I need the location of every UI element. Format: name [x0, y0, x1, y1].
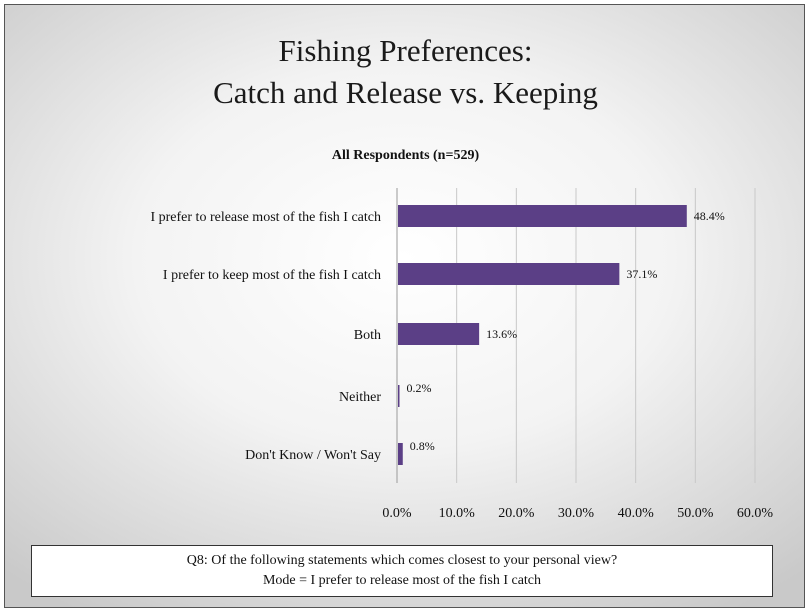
- slide: Fishing Preferences: Catch and Release v…: [4, 4, 805, 608]
- x-tick-label: 50.0%: [677, 506, 714, 521]
- data-label: 0.8%: [410, 439, 435, 453]
- data-label: 13.6%: [486, 327, 517, 341]
- mode-text: Mode = I prefer to release most of the f…: [262, 573, 542, 588]
- category-label: Both: [354, 328, 381, 343]
- x-tick-label: 30.0%: [558, 506, 595, 521]
- chart-title: Fishing Preferences:: [278, 33, 533, 68]
- data-label: 37.1%: [626, 267, 657, 281]
- bar: [398, 443, 403, 465]
- x-tick-label: 20.0%: [498, 506, 535, 521]
- x-tick-label: 40.0%: [618, 506, 655, 521]
- question-note: Q8: Of the following statements which co…: [31, 545, 773, 597]
- bar: [398, 205, 687, 227]
- x-tick-label: 60.0%: [737, 506, 774, 521]
- bar: [398, 323, 480, 345]
- chart-title-line-2: Catch and Release vs. Keeping: [213, 75, 598, 110]
- category-label: I prefer to keep most of the fish I catc…: [163, 268, 381, 283]
- x-tick-label: 0.0%: [382, 506, 412, 521]
- x-tick-label: 10.0%: [439, 506, 476, 521]
- category-label: Don't Know / Won't Say: [245, 448, 381, 463]
- chart-subtitle: All Respondents (n=529): [331, 148, 480, 163]
- bar: [398, 385, 400, 407]
- question-text: Q8: Of the following statements which co…: [186, 553, 618, 568]
- bar-chart: I prefer to release most of the fish I c…: [150, 188, 774, 521]
- category-label: Neither: [339, 390, 381, 405]
- data-label: 48.4%: [694, 209, 725, 223]
- bar: [398, 263, 620, 285]
- data-label: 0.2%: [407, 381, 432, 395]
- category-label: I prefer to release most of the fish I c…: [150, 210, 381, 225]
